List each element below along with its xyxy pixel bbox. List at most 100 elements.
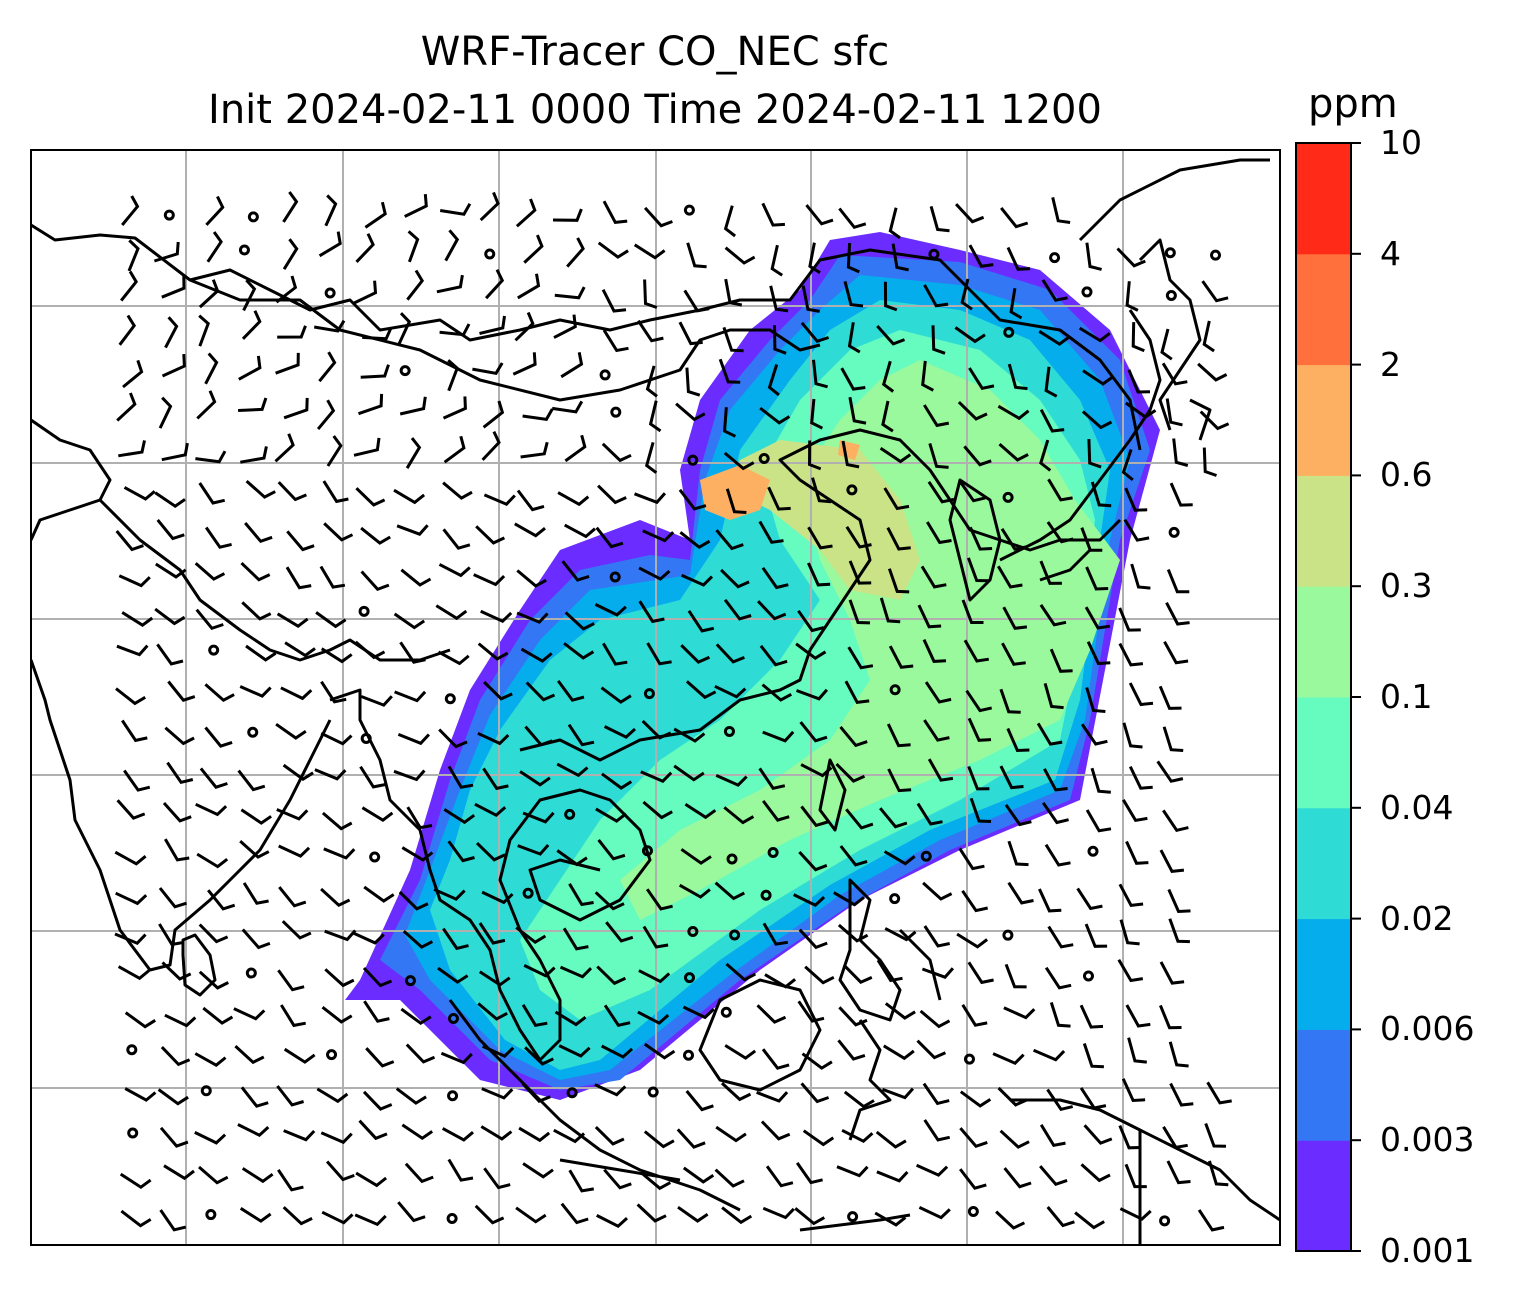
field-layer-0.1 bbox=[620, 360, 1120, 920]
wind-barb bbox=[480, 1125, 513, 1141]
wind-barb bbox=[204, 683, 235, 703]
wind-barb bbox=[595, 526, 624, 549]
wind-barb bbox=[959, 1090, 992, 1108]
wind-barb bbox=[1128, 682, 1154, 707]
wind-barb bbox=[874, 1211, 907, 1227]
wind-barb bbox=[715, 774, 748, 787]
wind-barb bbox=[1131, 322, 1145, 353]
wind-barb bbox=[1080, 723, 1108, 746]
calm-wind-marker bbox=[683, 204, 695, 216]
wind-barb bbox=[764, 973, 797, 989]
colorbar-tick-label: 10 bbox=[1380, 123, 1422, 162]
wind-barb bbox=[123, 486, 156, 501]
wind-barb bbox=[442, 481, 473, 500]
wind-barb bbox=[437, 966, 469, 984]
wind-barb bbox=[886, 723, 911, 748]
coast-timor bbox=[799, 1213, 911, 1232]
wind-barb bbox=[645, 365, 658, 398]
wind-barb bbox=[916, 802, 943, 826]
wind-barb bbox=[884, 927, 917, 942]
coast-russia-east bbox=[1078, 158, 1270, 441]
calm-wind-marker bbox=[566, 1087, 578, 1099]
wind-barb bbox=[353, 437, 381, 457]
wind-barb bbox=[968, 526, 993, 551]
wind-barb bbox=[602, 642, 628, 666]
calm-wind-marker bbox=[324, 287, 336, 299]
wind-barb bbox=[1118, 642, 1144, 667]
wind-barb bbox=[1125, 840, 1149, 865]
wind-barb bbox=[678, 321, 703, 346]
wind-barb bbox=[767, 486, 791, 511]
wind-barb bbox=[595, 807, 627, 823]
wind-barb bbox=[234, 1044, 265, 1065]
wind-barb bbox=[447, 359, 459, 392]
wind-barb bbox=[1046, 521, 1074, 544]
wind-barb bbox=[438, 728, 468, 749]
wind-barb bbox=[1087, 439, 1102, 469]
wind-barb bbox=[1122, 722, 1143, 749]
wind-barb bbox=[958, 847, 985, 871]
chart-subtitle: Init 2024-02-11 0000 Time 2024-02-11 120… bbox=[208, 87, 1102, 133]
wind-barb bbox=[478, 970, 511, 987]
wind-barb bbox=[405, 437, 422, 469]
wind-barb bbox=[1001, 642, 1026, 666]
calm-wind-marker bbox=[522, 887, 534, 899]
wind-barb bbox=[961, 599, 984, 624]
calm-wind-marker bbox=[967, 1206, 979, 1218]
wind-barb bbox=[845, 808, 874, 830]
wind-barb bbox=[1130, 563, 1151, 590]
wind-barb bbox=[1082, 1043, 1104, 1069]
wind-barb bbox=[567, 723, 595, 747]
wind-barb bbox=[888, 207, 901, 240]
wind-barb bbox=[362, 966, 393, 988]
colorbar-segment bbox=[1296, 586, 1351, 698]
wind-barb bbox=[1046, 1088, 1074, 1111]
wind-barb bbox=[363, 885, 395, 903]
wind-barb bbox=[594, 891, 625, 911]
wind-barb bbox=[923, 719, 950, 742]
wind-barb bbox=[601, 772, 633, 790]
wind-barb bbox=[161, 961, 192, 981]
wind-barb bbox=[638, 969, 671, 984]
wind-barb bbox=[194, 1052, 227, 1068]
colorbar-tick-label: 0.006 bbox=[1380, 1009, 1475, 1049]
wind-barb bbox=[443, 808, 476, 825]
wind-barb bbox=[1033, 1048, 1066, 1062]
wind-barb bbox=[524, 725, 553, 747]
wind-barb bbox=[1165, 398, 1183, 427]
wind-barb bbox=[1159, 961, 1185, 985]
wind-barb bbox=[321, 1210, 354, 1225]
wind-barb bbox=[438, 563, 471, 578]
wind-barb bbox=[161, 354, 186, 378]
wind-barb bbox=[723, 205, 737, 238]
colorbar-segment bbox=[1296, 475, 1351, 587]
wind-barb bbox=[633, 492, 667, 505]
wind-barb bbox=[483, 680, 513, 701]
wind-barb bbox=[119, 1172, 152, 1190]
wind-barb bbox=[1047, 925, 1074, 949]
wind-barb bbox=[1199, 410, 1230, 431]
calm-wind-marker bbox=[683, 972, 695, 984]
coastlines bbox=[31, 158, 1280, 1245]
wind-barb bbox=[159, 1209, 187, 1232]
wind-barb bbox=[358, 1119, 388, 1141]
wind-barb bbox=[603, 725, 637, 739]
wind-barb bbox=[967, 717, 992, 742]
wind-barb bbox=[443, 435, 466, 464]
wind-barb bbox=[725, 962, 756, 982]
calm-wind-marker bbox=[127, 1127, 139, 1139]
wind-barb bbox=[963, 639, 990, 663]
wind-barb bbox=[204, 526, 232, 549]
wind-barb bbox=[917, 604, 942, 629]
wind-barb bbox=[997, 404, 1030, 421]
concentration-field bbox=[345, 232, 1160, 1100]
wind-barb bbox=[1039, 1165, 1068, 1187]
colorbar-segment bbox=[1296, 143, 1351, 255]
calm-wind-marker bbox=[610, 406, 622, 418]
wind-barb bbox=[602, 200, 628, 225]
wind-barb bbox=[158, 923, 184, 947]
wind-barb bbox=[280, 1004, 306, 1028]
wind-barbs bbox=[114, 191, 1232, 1232]
wind-barb bbox=[474, 1204, 505, 1225]
wind-barb bbox=[240, 808, 272, 825]
